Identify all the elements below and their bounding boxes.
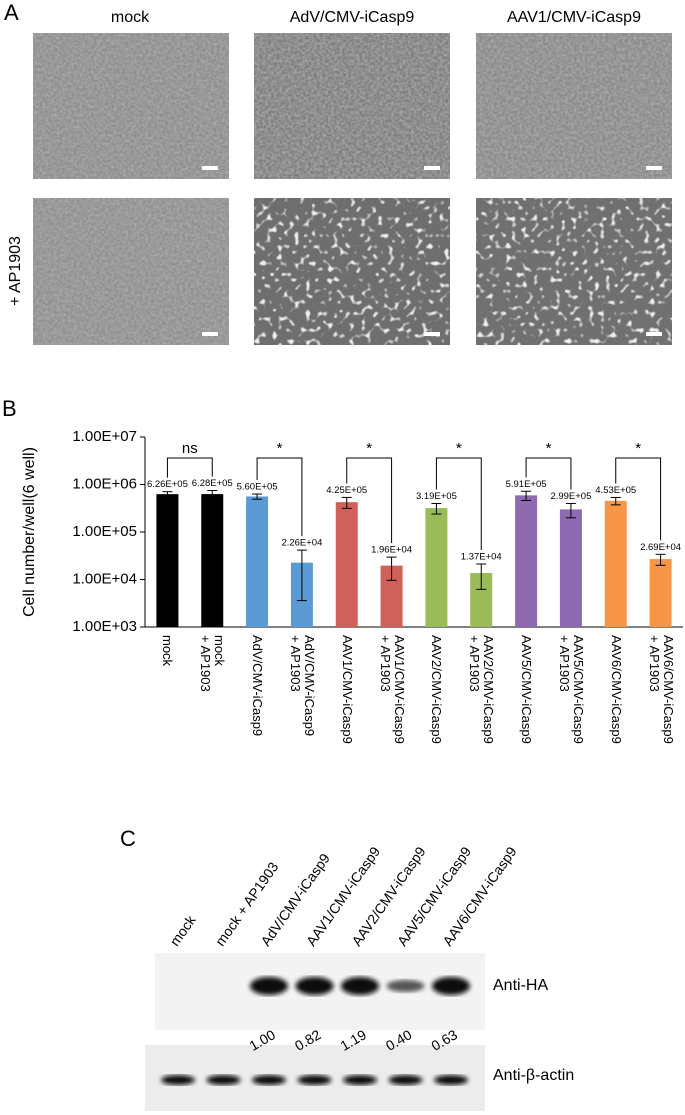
significance-bracket — [435, 457, 482, 550]
x-tick-label: AdV/CMV-iCasp9 + AP1903 — [287, 635, 317, 737]
bar — [380, 565, 403, 627]
ha-band — [295, 977, 334, 995]
significance-bracket — [346, 457, 393, 544]
x-tick-label: mock — [160, 635, 176, 667]
x-tick-label: mock + AP1903 — [198, 635, 228, 692]
value-label: 5.60E+05 — [237, 482, 278, 493]
scale-bar — [202, 332, 218, 336]
micrograph-texture — [254, 33, 450, 179]
significance-label: * — [635, 440, 641, 457]
significance-label: * — [456, 440, 462, 457]
value-label: 3.19E+05 — [416, 491, 457, 502]
significance-label: * — [546, 440, 552, 457]
ha-band — [250, 977, 288, 995]
actin-band — [434, 1075, 468, 1085]
scale-bar — [424, 332, 440, 336]
y-tick-label: 1.00E+05 — [72, 523, 137, 540]
significance-bracket — [525, 457, 572, 490]
value-label: 1.96E+04 — [371, 545, 412, 556]
panel-label: A — [4, 0, 19, 25]
column-title: AAV1/CMV-iCasp9 — [507, 9, 641, 26]
micrograph-texture — [476, 33, 672, 179]
micrograph-texture — [254, 198, 450, 345]
actin-band — [388, 1075, 423, 1085]
actin-band — [252, 1075, 286, 1085]
column-title: AdV/CMV-iCasp9 — [290, 9, 415, 26]
x-tick-label: AAV2/CMV-iCasp9 — [429, 635, 445, 744]
significance-bracket — [615, 457, 662, 541]
scale-bar — [424, 166, 440, 170]
y-axis-title: Cell number/well(6 well) — [21, 447, 38, 617]
x-tick-label: AAV5/CMV-iCasp9 + AP1903 — [556, 635, 586, 744]
x-tick-label: AAV2/CMV-iCasp9 + AP1903 — [467, 635, 497, 744]
ha-band — [386, 980, 425, 992]
bar — [156, 494, 179, 627]
scale-bar — [202, 166, 218, 170]
value-label: 2.99E+05 — [550, 491, 591, 502]
significance-bracket — [166, 457, 213, 478]
x-tick-label: AAV1/CMV-iCasp9 + AP1903 — [377, 635, 407, 744]
x-tick-label: AAV6/CMV-iCasp9 + AP1903 — [646, 635, 676, 744]
blot-label: Anti-HA — [493, 977, 548, 994]
value-label: 2.26E+04 — [281, 538, 322, 549]
micrograph-texture — [476, 198, 672, 345]
blot-label: Anti-β-actin — [493, 1067, 574, 1084]
lane-label: mock — [166, 911, 199, 948]
actin-band — [297, 1075, 332, 1085]
bar — [515, 495, 538, 627]
value-label: 6.26E+05 — [147, 479, 188, 490]
scale-bar — [646, 332, 662, 336]
bar — [649, 559, 672, 627]
significance-label: * — [277, 440, 283, 457]
y-tick-label: 1.00E+07 — [72, 428, 137, 445]
significance-bracket — [256, 457, 303, 537]
value-label: 1.37E+04 — [461, 552, 502, 563]
bar — [201, 494, 224, 627]
value-label: 4.53E+05 — [595, 485, 636, 496]
panel-label: B — [2, 396, 17, 421]
y-tick-label: 1.00E+06 — [72, 475, 137, 492]
row-label: + AP1903 — [7, 236, 24, 306]
ha-band — [432, 977, 470, 995]
bar — [335, 502, 358, 627]
x-tick-label: AAV1/CMV-iCasp9 — [339, 635, 355, 744]
value-label: 6.28E+05 — [192, 478, 233, 489]
significance-label: * — [366, 440, 372, 457]
bar-chart: 1.00E+03 1.00E+04 1.00E+05 1.00E+06 1.00E+07… — [72, 428, 683, 635]
actin-band — [343, 1075, 377, 1085]
bar — [470, 573, 493, 627]
column-title: mock — [111, 9, 150, 26]
bar — [604, 500, 627, 627]
x-tick-label: AdV/CMV-iCasp9 — [250, 635, 266, 737]
actin-band — [161, 1075, 195, 1085]
value-label: 2.69E+04 — [640, 542, 681, 553]
y-tick-label: 1.00E+04 — [72, 570, 137, 587]
x-tick-label: AAV6/CMV-iCasp9 — [608, 635, 624, 744]
value-label: 5.91E+05 — [506, 479, 547, 490]
micrograph-texture — [33, 33, 229, 179]
x-tick-label: AAV5/CMV-iCasp9 — [519, 635, 535, 744]
bar — [559, 509, 582, 627]
bar — [425, 508, 448, 627]
panel-label: C — [120, 826, 136, 851]
ha-band — [341, 977, 379, 995]
value-label: 4.25E+05 — [326, 485, 367, 496]
y-tick-label: 1.00E+03 — [72, 618, 137, 635]
micrographs — [33, 33, 672, 345]
significance-label: ns — [182, 440, 198, 457]
actin-band — [206, 1075, 241, 1085]
micrograph-texture — [33, 198, 229, 345]
scale-bar — [646, 166, 662, 170]
bar — [246, 496, 269, 627]
